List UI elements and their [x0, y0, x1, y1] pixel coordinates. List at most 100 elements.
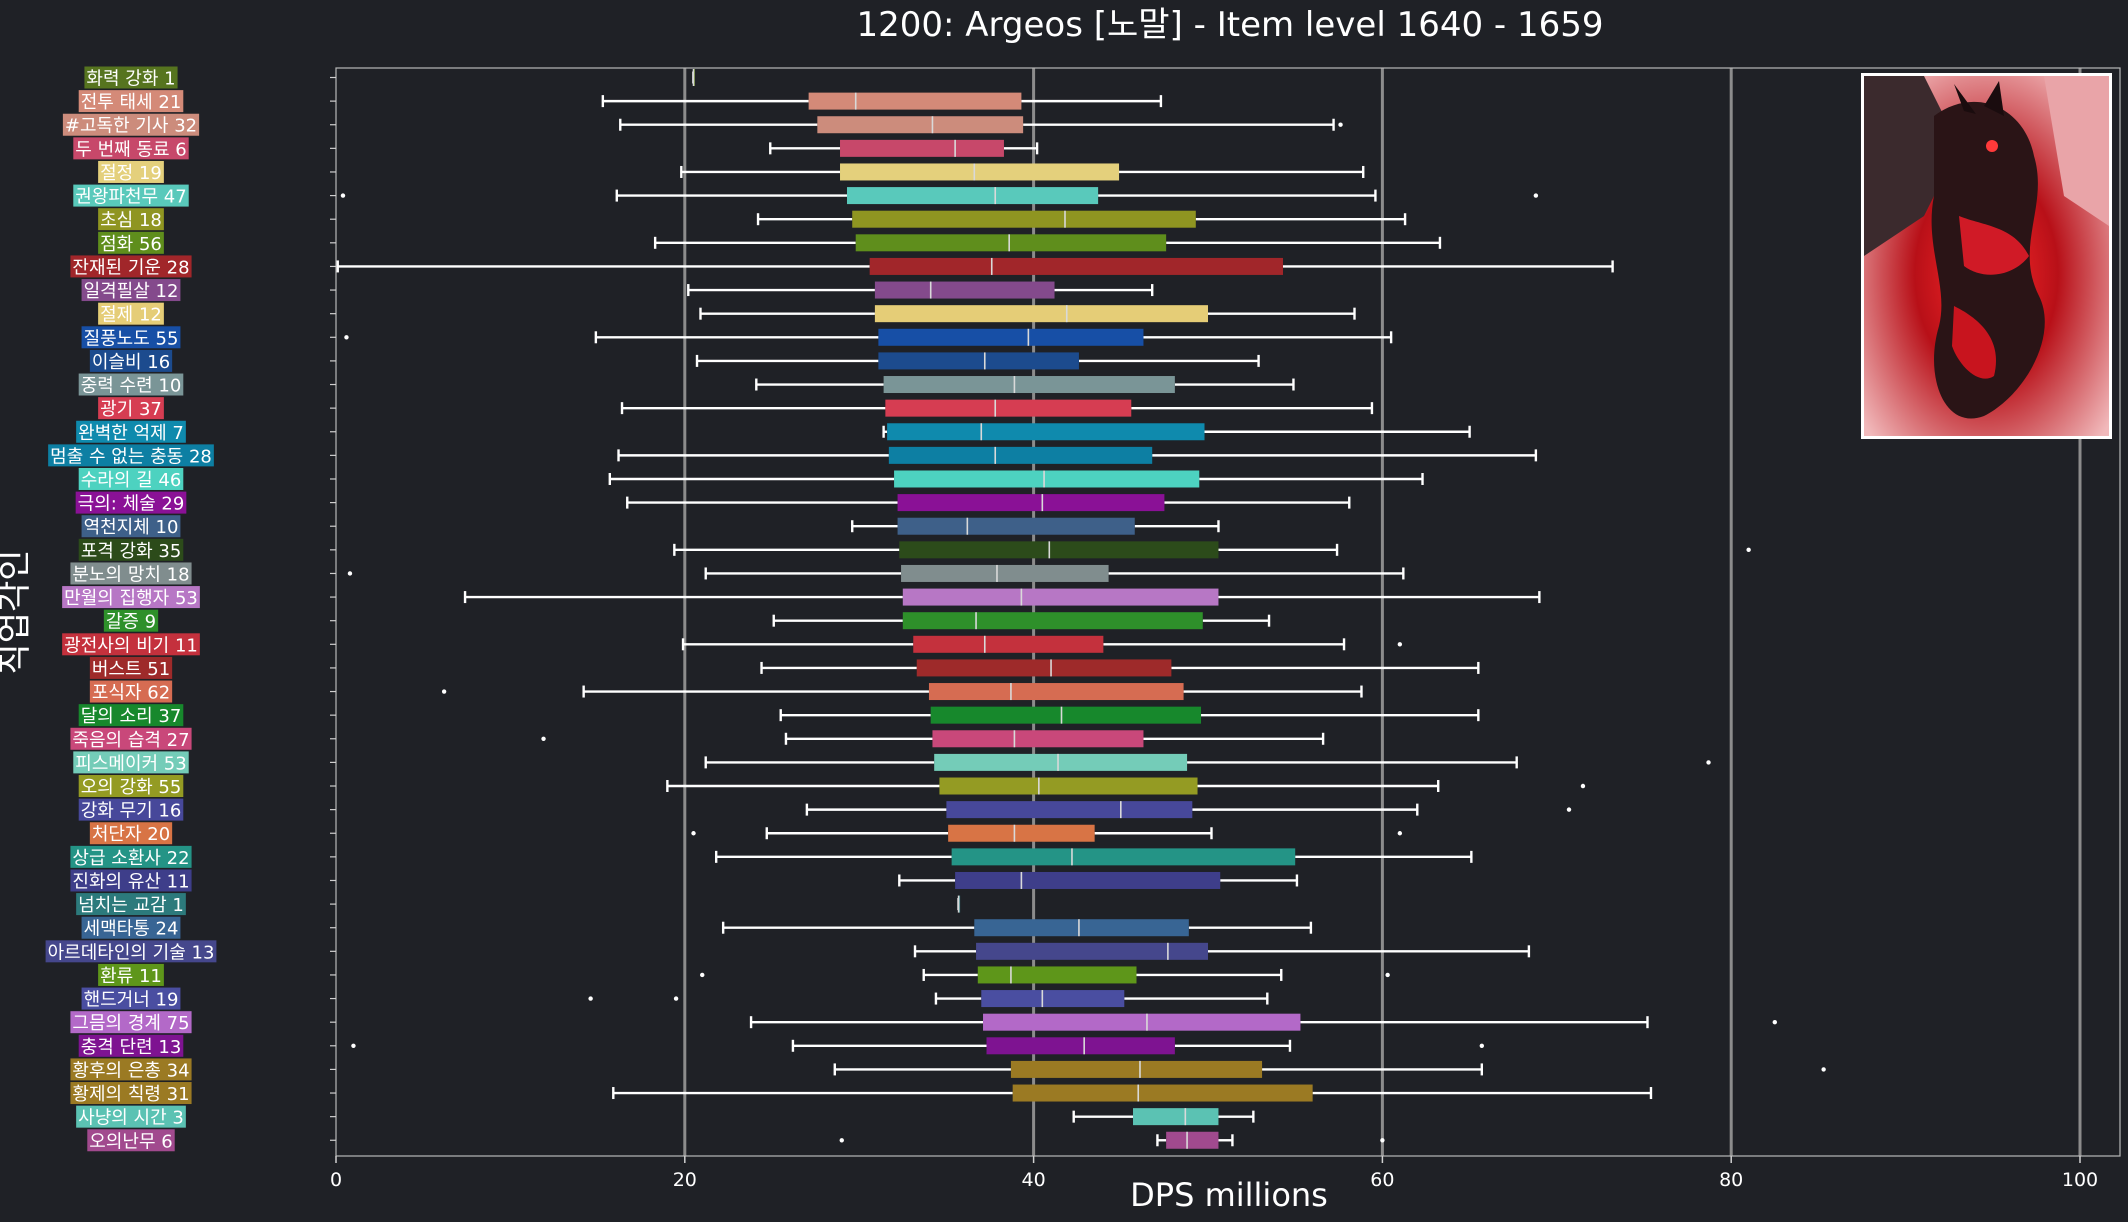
box-iqr [955, 871, 1221, 889]
category-label-text: 멈출 수 없는 충동 28 [50, 446, 212, 467]
category-label: 일격필살 12 [81, 279, 181, 302]
category-label-bg [73, 184, 189, 207]
category-label-text: 환류 11 [100, 966, 162, 987]
category-label: 충격 단련 13 [78, 1034, 184, 1058]
chart-title: 1200: Argeos [노말] - Item level 1640 - 16… [856, 5, 1603, 45]
box-plot-row [330, 470, 1424, 488]
box-iqr [894, 470, 1200, 488]
outlier-point [1566, 807, 1572, 812]
category-label: 광전사의 비기 11 [62, 633, 200, 656]
category-label-bg [48, 444, 214, 467]
box-iqr [981, 990, 1125, 1008]
category-label-text: 잔재된 기운 28 [72, 257, 189, 278]
category-label-text: 광기 37 [100, 399, 162, 420]
box-plot-row [330, 305, 1356, 323]
category-label-bg [78, 90, 184, 113]
category-label-bg [81, 279, 181, 302]
box-iqr [983, 1013, 1301, 1031]
box-plot-row [330, 919, 1313, 937]
box-iqr [869, 257, 1283, 275]
box-plot-row [330, 494, 1351, 512]
category-label: 질풍노도 55 [81, 326, 181, 349]
box-plot-row [330, 281, 1154, 299]
box-plot-row [330, 376, 1295, 394]
box-plot-row [330, 824, 1403, 842]
box-plot-row [330, 234, 1442, 252]
box-plot-row [330, 69, 696, 86]
category-label: 오의 강화 55 [78, 775, 184, 798]
category-label-bg [78, 538, 184, 561]
outlier-point [340, 193, 346, 198]
outlier-point [351, 1043, 356, 1048]
category-label: 완벽한 억제 7 [76, 420, 186, 444]
category-label-text: 세맥타통 24 [84, 919, 179, 940]
box-iqr [986, 1037, 1175, 1055]
box-plot-row [330, 1013, 1778, 1031]
outlier-point [1706, 760, 1711, 765]
box-plot-row [330, 635, 1403, 653]
category-label-bg [98, 231, 164, 254]
category-label-text: 두 번째 동료 6 [75, 139, 186, 160]
box-plot-row [330, 163, 1365, 181]
box-plot-row [330, 942, 1531, 960]
outlier-point [1385, 972, 1390, 978]
box-iqr [916, 659, 1172, 677]
category-label: 만월의 집행자 53 [62, 586, 200, 609]
box-plot-row [330, 1108, 1255, 1126]
category-label: 상급 소환사 22 [70, 845, 192, 869]
outlier-point [1580, 783, 1586, 789]
category-label-bg [70, 869, 192, 892]
category-label: 처단자 20 [89, 822, 173, 845]
category-label: 포식자 62 [89, 680, 173, 704]
category-label-bg [45, 940, 217, 963]
outlier-point [673, 996, 679, 1001]
boss-portrait-image [1861, 73, 2112, 439]
category-label-text: 이슬비 16 [92, 352, 170, 373]
box-iqr [1133, 1108, 1219, 1126]
box-iqr [897, 494, 1165, 512]
category-label: 초심 18 [98, 208, 164, 231]
box-iqr [808, 92, 1022, 110]
box-plot-row [330, 801, 1572, 819]
category-label-bg [62, 113, 200, 136]
category-label-bg [70, 1082, 192, 1105]
category-label-bg [78, 1034, 184, 1057]
box-plot-row [330, 1084, 1653, 1102]
box-plot-row [330, 328, 1393, 346]
category-label-text: 피스메이커 53 [75, 753, 186, 774]
category-label-bg [89, 680, 173, 703]
category-label-bg [87, 1129, 175, 1152]
category-label-bg [81, 987, 181, 1010]
box-iqr [817, 116, 1024, 134]
category-label-text: 완벽한 억제 7 [78, 423, 184, 444]
category-label-bg [76, 1105, 186, 1128]
category-label: 버스트 51 [89, 656, 173, 680]
outlier-point [1479, 1043, 1485, 1048]
category-label-bg [70, 562, 192, 585]
x-tick-label: 40 [1022, 1169, 1046, 1191]
category-label-bg [89, 822, 173, 845]
box-iqr [934, 753, 1188, 771]
category-label-text: 일격필살 12 [84, 281, 179, 302]
category-label-bg [89, 656, 173, 679]
category-label-text: 권왕파천무 47 [75, 187, 186, 208]
box-plot-row [330, 659, 1480, 677]
box-iqr [902, 588, 1219, 606]
outlier-point [1772, 1019, 1778, 1025]
box-plot-row [330, 541, 1751, 559]
category-label: 갈증 9 [103, 609, 159, 633]
category-label-bg [73, 751, 189, 774]
outlier-point [441, 689, 447, 694]
box-plot-row [330, 612, 1271, 630]
category-label-text: 오의 강화 55 [81, 777, 182, 798]
category-label-text: 절제 12 [100, 305, 162, 326]
category-label-text: 달의 소리 37 [81, 706, 182, 727]
box-iqr [874, 305, 1208, 323]
category-label: 핸드거너 19 [81, 987, 181, 1011]
category-label-bg [103, 609, 159, 632]
category-label-bg [98, 963, 164, 986]
box-plot-row [330, 139, 1039, 157]
outlier-point [691, 831, 696, 836]
box-plot-row [330, 257, 1614, 275]
category-label: 권왕파천무 47 [73, 184, 189, 208]
